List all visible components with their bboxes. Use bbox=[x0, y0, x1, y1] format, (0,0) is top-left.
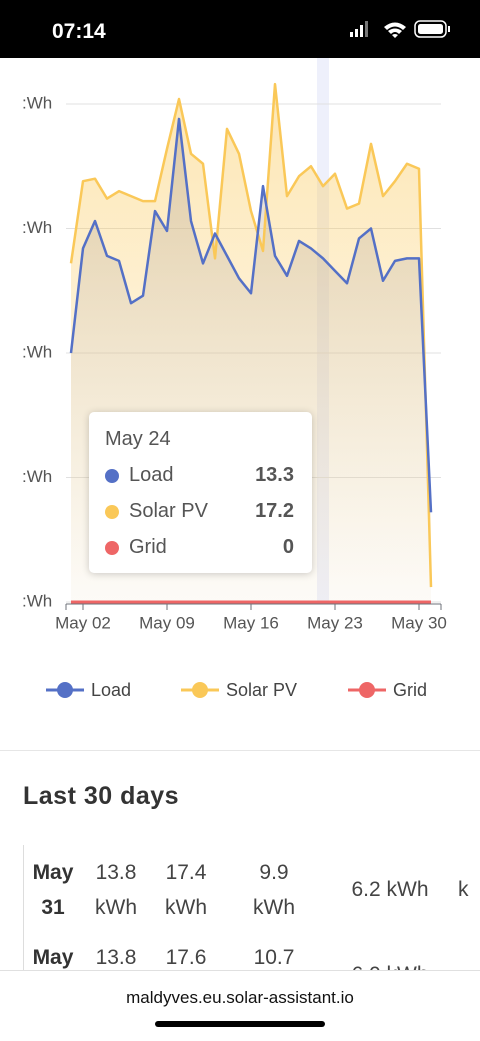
x-tick-label: May 09 bbox=[139, 613, 195, 632]
y-tick-label: :Wh bbox=[22, 342, 52, 361]
legend-item: Grid bbox=[348, 680, 427, 700]
legend-dot bbox=[57, 682, 73, 698]
tooltip-name: Solar PV bbox=[129, 500, 208, 522]
url: maldyves.eu.solar-assistant.io bbox=[126, 988, 354, 1007]
home-indicator bbox=[155, 1021, 325, 1027]
table-cell: 17.6 bbox=[165, 946, 207, 969]
x-tick-label: May 16 bbox=[223, 613, 279, 632]
tooltip-row: Load 13.3 bbox=[105, 464, 294, 488]
tooltip-title: May 24 bbox=[105, 428, 171, 450]
y-tick-label: :Wh bbox=[22, 218, 52, 237]
tooltip-name: Grid bbox=[129, 536, 167, 558]
legend-label: Grid bbox=[393, 680, 427, 700]
line bbox=[69, 82, 433, 588]
y-tick-label: :Wh bbox=[22, 467, 52, 486]
legend-label: Load bbox=[91, 680, 131, 700]
table-cell: 17.4 kWh bbox=[165, 861, 207, 919]
table-cell: 9.9 kWh bbox=[253, 861, 295, 919]
table-cell: 13.8 kWh bbox=[95, 861, 137, 919]
table-cell: May bbox=[32, 946, 74, 969]
table-border bbox=[23, 845, 24, 975]
y-tick-label: :Wh bbox=[22, 93, 52, 112]
tooltip-dot bbox=[105, 541, 119, 555]
tooltip-value: 17.2 bbox=[255, 500, 294, 522]
table-cell: k bbox=[458, 878, 469, 901]
x-tick-label: May 30 bbox=[391, 613, 447, 632]
status-icons bbox=[350, 20, 450, 38]
tooltip-dot bbox=[105, 505, 119, 519]
legend-dot bbox=[359, 682, 375, 698]
section-title: Last 30 days bbox=[23, 782, 180, 810]
table-cell: 13.8 bbox=[95, 946, 137, 969]
tooltip-value: 13.3 bbox=[255, 464, 294, 486]
tooltip-value: 0 bbox=[282, 536, 294, 558]
status-bar: 07:14 bbox=[0, 0, 480, 58]
tooltip-row: Solar PV 17.2 bbox=[105, 500, 294, 524]
clock: 07:14 bbox=[52, 20, 106, 43]
y-tick-label: :Wh bbox=[22, 591, 52, 610]
legend-item: Load bbox=[46, 680, 131, 700]
x-tick-label: May 02 bbox=[55, 613, 111, 632]
legend-label: Solar PV bbox=[226, 680, 297, 700]
table-cell: 10.7 bbox=[253, 946, 295, 969]
legend-item: Solar PV bbox=[181, 680, 297, 700]
table-cell: May 31 bbox=[32, 861, 74, 919]
browser-bar: maldyves.eu.solar-assistant.io bbox=[0, 970, 480, 1041]
tooltip-dot bbox=[105, 469, 119, 483]
tooltip-name: Load bbox=[129, 464, 174, 486]
line bbox=[69, 117, 433, 513]
x-tick-label: May 23 bbox=[307, 613, 363, 632]
legend-dot bbox=[192, 682, 208, 698]
tooltip: May 24 Load 13.3 Solar PV 17.2 Grid 0 bbox=[89, 412, 312, 573]
tooltip-row: Grid 0 bbox=[105, 536, 294, 560]
divider bbox=[0, 750, 480, 751]
table-cell: 6.2 kWh bbox=[351, 878, 429, 901]
